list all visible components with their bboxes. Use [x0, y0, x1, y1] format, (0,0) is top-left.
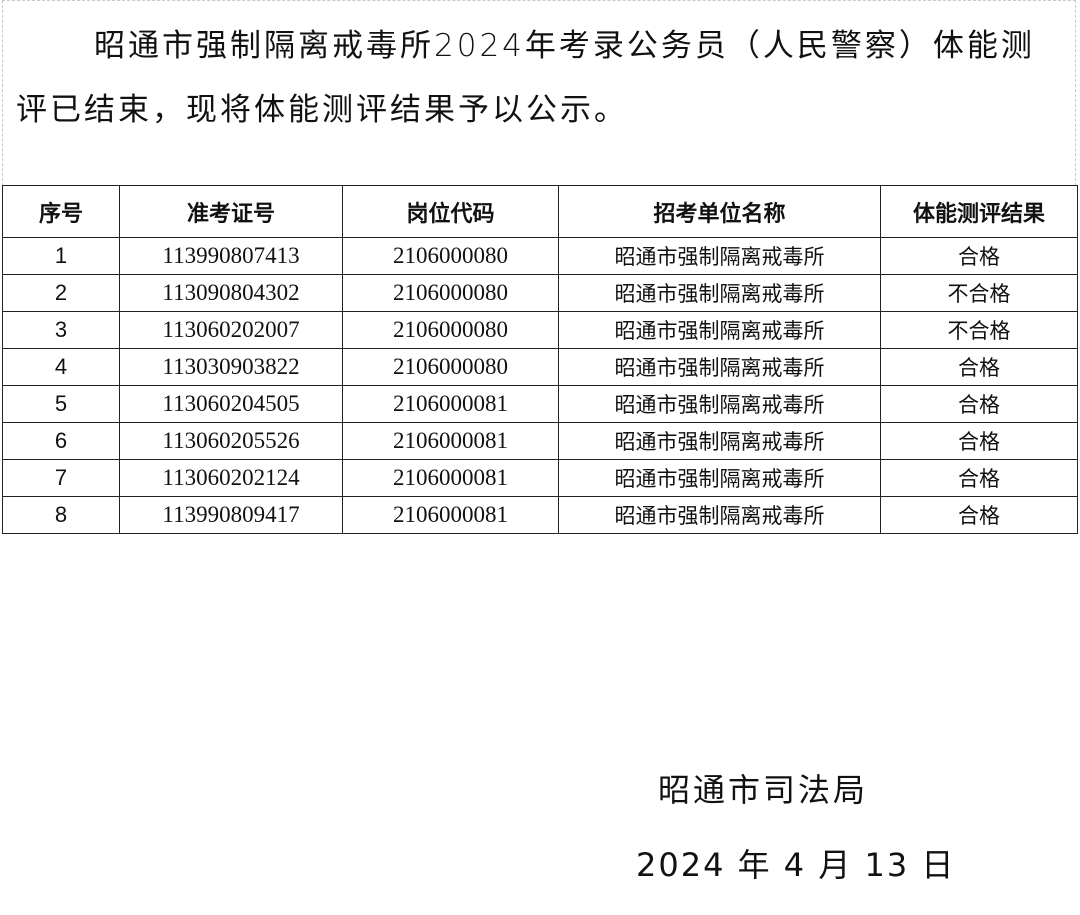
cell-index: 8: [2, 496, 120, 534]
cell-ticket-number: 113030903822: [119, 348, 343, 386]
cell-result: 合格: [880, 385, 1078, 423]
table-header-row: 序号 准考证号 岗位代码 招考单位名称 体能测评结果: [2, 185, 1078, 238]
table-row: 7 113060202124 2106000081 昭通市强制隔离戒毒所 合格: [2, 459, 1078, 497]
cell-result: 合格: [880, 348, 1078, 386]
cell-ticket-number: 113990807413: [119, 237, 343, 275]
table-row: 3 113060202007 2106000080 昭通市强制隔离戒毒所 不合格: [2, 311, 1078, 349]
table-row: 8 113990809417 2106000081 昭通市强制隔离戒毒所 合格: [2, 496, 1078, 534]
cell-position-code: 2106000081: [342, 459, 559, 497]
cell-unit-name: 昭通市强制隔离戒毒所: [558, 274, 881, 312]
signature-org: 昭通市司法局: [658, 771, 869, 809]
signature-date: 2024 年 4 月 13 日: [636, 846, 956, 884]
cell-unit-name: 昭通市强制隔离戒毒所: [558, 311, 881, 349]
cell-index: 1: [2, 237, 120, 275]
intro-box: [2, 0, 1076, 186]
cell-ticket-number: 113090804302: [119, 274, 343, 312]
table-row: 4 113030903822 2106000080 昭通市强制隔离戒毒所 合格: [2, 348, 1078, 386]
intro-paragraph: 昭通市强制隔离戒毒所2024年考录公务员（人民警察）体能测评已结束，现将体能测评…: [16, 28, 1035, 128]
cell-ticket-number: 113990809417: [119, 496, 343, 534]
table-row: 1 113990807413 2106000080 昭通市强制隔离戒毒所 合格: [2, 237, 1078, 275]
cell-unit-name: 昭通市强制隔离戒毒所: [558, 237, 881, 275]
cell-unit-name: 昭通市强制隔离戒毒所: [558, 348, 881, 386]
cell-position-code: 2106000080: [342, 237, 559, 275]
cell-unit-name: 昭通市强制隔离戒毒所: [558, 496, 881, 534]
cell-index: 7: [2, 459, 120, 497]
cell-position-code: 2106000081: [342, 496, 559, 534]
cell-unit-name: 昭通市强制隔离戒毒所: [558, 422, 881, 460]
header-unit-name: 招考单位名称: [558, 185, 881, 238]
cell-ticket-number: 113060205526: [119, 422, 343, 460]
cell-result: 合格: [880, 237, 1078, 275]
table-row: 6 113060205526 2106000081 昭通市强制隔离戒毒所 合格: [2, 422, 1078, 460]
cell-position-code: 2106000080: [342, 311, 559, 349]
cell-result: 合格: [880, 422, 1078, 460]
cell-index: 2: [2, 274, 120, 312]
cell-index: 4: [2, 348, 120, 386]
cell-unit-name: 昭通市强制隔离戒毒所: [558, 459, 881, 497]
cell-ticket-number: 113060202007: [119, 311, 343, 349]
cell-position-code: 2106000081: [342, 422, 559, 460]
table-row: 2 113090804302 2106000080 昭通市强制隔离戒毒所 不合格: [2, 274, 1078, 312]
header-position-code: 岗位代码: [342, 185, 559, 238]
cell-unit-name: 昭通市强制隔离戒毒所: [558, 385, 881, 423]
cell-index: 5: [2, 385, 120, 423]
header-index: 序号: [2, 185, 120, 238]
table-row: 5 113060204505 2106000081 昭通市强制隔离戒毒所 合格: [2, 385, 1078, 423]
cell-result: 合格: [880, 459, 1078, 497]
cell-index: 3: [2, 311, 120, 349]
cell-ticket-number: 113060204505: [119, 385, 343, 423]
cell-position-code: 2106000080: [342, 348, 559, 386]
cell-result: 不合格: [880, 311, 1078, 349]
results-table: 序号 准考证号 岗位代码 招考单位名称 体能测评结果 1 113990807413…: [2, 185, 1078, 534]
cell-result: 不合格: [880, 274, 1078, 312]
header-ticket-number: 准考证号: [119, 185, 343, 238]
cell-result: 合格: [880, 496, 1078, 534]
cell-index: 6: [2, 422, 120, 460]
cell-position-code: 2106000080: [342, 274, 559, 312]
header-result: 体能测评结果: [880, 185, 1078, 238]
cell-position-code: 2106000081: [342, 385, 559, 423]
cell-ticket-number: 113060202124: [119, 459, 343, 497]
